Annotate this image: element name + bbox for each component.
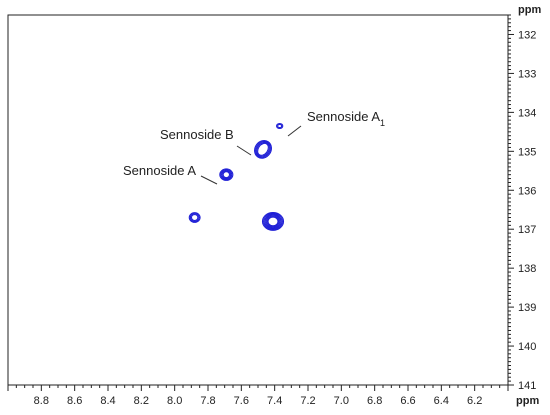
contour-ring [254,139,272,159]
contour-peak [276,122,284,130]
contour-ring [221,170,232,180]
x-tick-label: 8.4 [100,395,115,407]
x-axis-unit-label: ppm [516,395,539,407]
x-axis-ticks: 8.8 8.6 8.4 8.2 8.0 7.8 7.6 7.4 7.2 7.0 6.8 6.6 6.4 6… [7,385,509,407]
annotation-leader-line [236,145,252,156]
contour-ring [220,169,233,181]
contour-ring [256,141,270,157]
y-tick-label: 135 [518,146,536,158]
contour-ring [222,171,231,179]
annotation-leader-line [200,175,218,185]
contour-ring [257,142,269,156]
contour-ring [264,213,282,230]
contour-ring [261,211,285,231]
x-tick-label: 6.6 [400,395,415,407]
contour-ring [267,216,279,227]
y-tick-label: 132 [518,29,536,41]
x-tick-label: 6.2 [467,395,482,407]
contour-ring [189,213,200,222]
y-tick-label: 137 [518,224,536,236]
annotation: Sennoside A1 [287,109,385,137]
x-tick-label: 7.0 [334,395,349,407]
annotation: Sennoside B [160,127,252,156]
x-tick-label: 6.8 [367,395,382,407]
annotation-leader-line [287,125,302,137]
peak-annotations: Sennoside A Sennoside B Sennoside A1 [123,109,385,185]
y-axis-ticks: 132 133 134 135 136 137 138 139 140 141 [508,14,536,392]
contour-ring [265,214,281,229]
contour-ring [263,212,283,230]
contour-ring [190,213,199,222]
x-tick-label: 8.0 [167,395,182,407]
annotation-label: Sennoside A1 [307,109,385,128]
contour-peak [254,139,272,159]
x-tick-label: 8.8 [34,395,49,407]
plot-frame [7,14,509,386]
y-axis-unit-label: ppm [518,4,541,16]
contour-ring [255,140,271,158]
annotation-label: Sennoside B [160,127,234,142]
x-tick-label: 6.4 [434,395,449,407]
contour-ring [277,123,283,129]
y-tick-label: 134 [518,107,536,119]
contour-peak [261,211,285,231]
x-tick-label: 7.2 [300,395,315,407]
contour-ring [188,212,201,223]
x-tick-label: 8.6 [67,395,82,407]
contour-ring [276,122,284,130]
y-tick-label: 140 [518,341,536,353]
y-tick-label: 139 [518,302,536,314]
plot-border [7,14,509,386]
contour-peaks [188,122,285,231]
y-tick-label: 133 [518,68,536,80]
x-tick-label: 7.6 [234,395,249,407]
contour-ring [266,215,280,228]
y-tick-label: 136 [518,185,536,197]
x-tick-label: 7.8 [200,395,215,407]
annotation: Sennoside A [123,163,218,185]
y-tick-label: 138 [518,263,536,275]
annotation-label: Sennoside A [123,163,196,178]
x-tick-label: 8.2 [134,395,149,407]
contour-peak [219,168,234,181]
contour-peak [188,212,201,223]
contour-ring [219,168,234,181]
y-tick-label: 141 [518,380,536,392]
x-tick-label: 7.4 [267,395,282,407]
